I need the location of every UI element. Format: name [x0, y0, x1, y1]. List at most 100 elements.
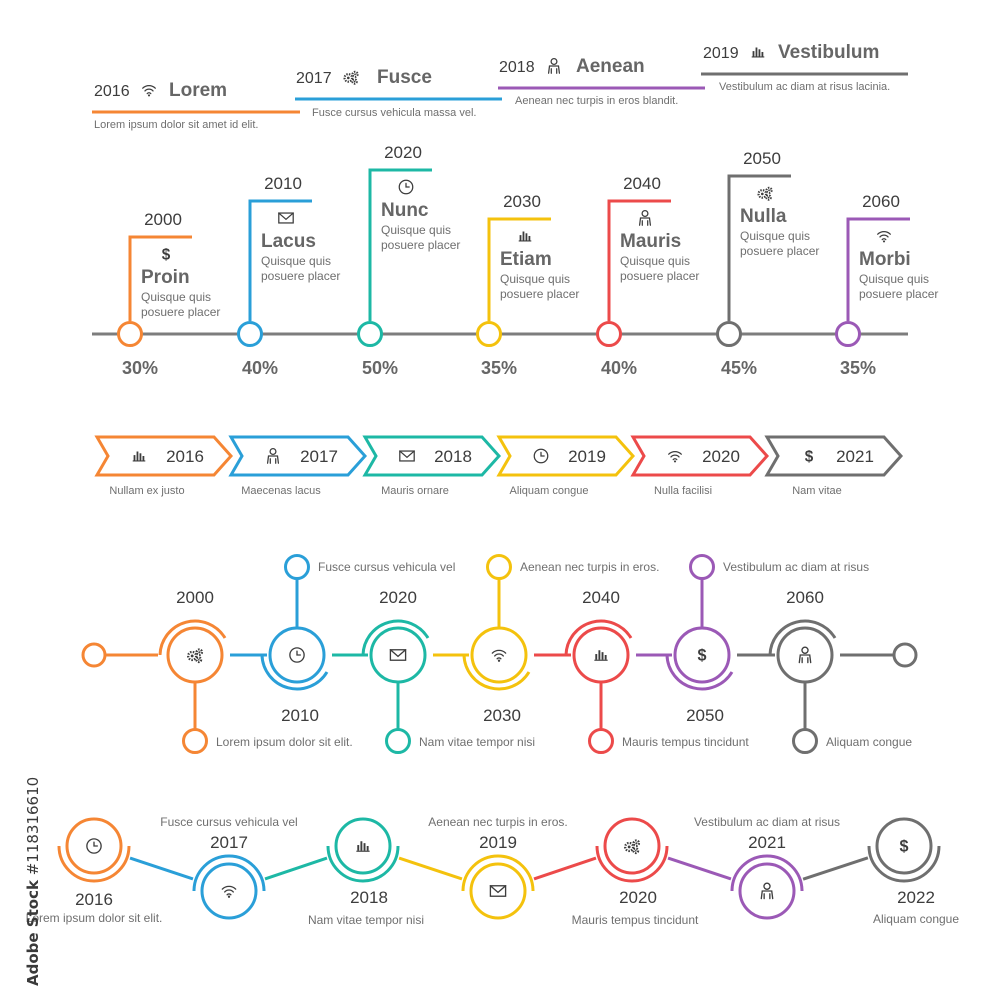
dollar-glyph: $: [162, 246, 171, 263]
watermark-id: #118316610: [24, 776, 42, 876]
gear-hub: [760, 192, 764, 196]
zigzag-item: 2017 Fusce cursus vehicula vel: [160, 815, 298, 920]
zigzag-arc: [461, 854, 535, 892]
zigzag-note: Aliquam congue: [873, 912, 959, 926]
flag-desc: posuere placer: [859, 287, 938, 301]
envelope-flap: [389, 649, 407, 658]
wifi-arc: [881, 238, 887, 241]
gear-teeth: [187, 650, 198, 662]
gear-teeth: [632, 839, 641, 847]
circle-item: 2040 Mauris tempus tincidunt: [564, 588, 749, 754]
bar: [363, 843, 366, 851]
mail-icon: [389, 649, 407, 661]
circle-pin: [689, 554, 715, 580]
zigzag-circle: [200, 862, 258, 920]
bar: [525, 233, 528, 241]
clock-icon: [289, 647, 305, 663]
banner-item: 2016 Lorem Lorem ipsum dolor sit amet id e…: [92, 80, 300, 131]
zigzag-year: 2020: [619, 888, 657, 907]
flag-year: 2030: [503, 192, 541, 211]
banner-title: Aenean: [576, 56, 645, 77]
circle-pin: [792, 728, 818, 754]
banner-desc: Lorem ipsum dolor sit amet id elit.: [94, 119, 258, 131]
flag-pole: [607, 199, 671, 321]
circle-pin: [588, 728, 614, 754]
banner-year: 2017: [296, 70, 332, 87]
zigzag-circle: [875, 817, 933, 875]
arrow-label: Nullam ex justo: [109, 485, 184, 497]
flag-desc: Quisque quis: [381, 223, 451, 237]
circle-pin: [486, 554, 512, 580]
gear-hub: [353, 80, 356, 83]
bar: [519, 235, 522, 241]
zigzag-item: 2016 Lorem ipsum dolor sit elit.: [26, 817, 162, 925]
envelope-flap: [399, 450, 415, 459]
zigzag-arc: [730, 854, 804, 892]
bar: [522, 231, 525, 241]
zigzag-circle: [334, 817, 392, 875]
watermark-brand: Adobe Stock: [24, 880, 42, 986]
gear-teeth: [757, 189, 768, 199]
bar: [360, 841, 363, 851]
gear-hub: [190, 654, 194, 658]
arrow-label: Nam vitae: [792, 485, 842, 497]
flag-desc: Quisque quis: [740, 229, 810, 243]
zigzag-arc: [595, 845, 669, 883]
dollar-glyph: $: [698, 647, 707, 665]
banner-item: 2017 Fusce Fusce cursus vehicula massa vel…: [295, 67, 502, 119]
arrow-item: 2019 Aliquam congue: [496, 435, 636, 497]
top-banner-timeline: 2016 Lorem Lorem ipsum dolor sit amet id e…: [92, 42, 908, 131]
person-head: [801, 646, 809, 654]
wifi-arc: [142, 85, 156, 89]
bar: [357, 845, 360, 851]
zigzag-connector: [802, 856, 869, 881]
zigzag-year: 2017: [210, 833, 248, 852]
circle-outer-arc: [158, 619, 227, 656]
mail-icon: [489, 885, 507, 897]
flag-title: Proin: [141, 267, 190, 288]
circle-year: 2030: [483, 706, 521, 725]
circle-outer-arc: [462, 654, 531, 691]
wifi-arc: [494, 653, 504, 657]
clock-face: [533, 448, 549, 464]
flag-desc: Quisque quis: [500, 272, 570, 286]
circle-year: 2060: [786, 588, 824, 607]
zigzag-year: 2021: [748, 833, 786, 852]
zigzag-note: Vestibulum ac diam at risus: [694, 815, 840, 829]
flag-desc: Quisque quis: [859, 272, 929, 286]
gear-hub: [354, 73, 356, 76]
zigzag-note: Mauris tempus tincidunt: [572, 913, 699, 927]
wifi-icon: [221, 885, 237, 898]
flag-pole: [846, 217, 910, 321]
zigzag-arc: [57, 845, 131, 883]
gear-hub: [635, 842, 638, 845]
circle-year: 2000: [176, 588, 214, 607]
person-head: [763, 882, 771, 890]
circle-note: Lorem ipsum dolor sit elit.: [216, 735, 353, 749]
circle-note: Nam vitae tempor nisi: [419, 735, 535, 749]
bar: [528, 236, 531, 241]
gear-teeth: [765, 194, 772, 201]
bar: [366, 846, 369, 851]
wifi-arc: [144, 88, 154, 92]
arrow-chevron: [228, 435, 368, 477]
person-icon: [760, 882, 774, 900]
gear-teeth: [765, 186, 773, 194]
banner-desc: Aenean nec turpis in eros blandit.: [515, 95, 678, 107]
flag-percent: 50%: [362, 358, 398, 378]
banner-year: 2018: [499, 59, 535, 76]
zigzag-note: Nam vitae tempor nisi: [308, 913, 424, 927]
circle-note: Mauris tempus tincidunt: [622, 735, 749, 749]
gear-hub: [768, 189, 770, 192]
envelope-flap: [489, 885, 507, 894]
clock-face: [398, 179, 414, 195]
circle-year: 2050: [686, 706, 724, 725]
arrow-label: Nulla facilisi: [654, 485, 712, 497]
circle-note: Fusce cursus vehicula vel: [318, 560, 455, 574]
person-body: [760, 890, 774, 900]
flag-desc: posuere placer: [500, 287, 579, 301]
dollar-glyph: $: [900, 838, 909, 856]
zigzag-arc: [192, 854, 266, 892]
person-body: [266, 455, 280, 464]
